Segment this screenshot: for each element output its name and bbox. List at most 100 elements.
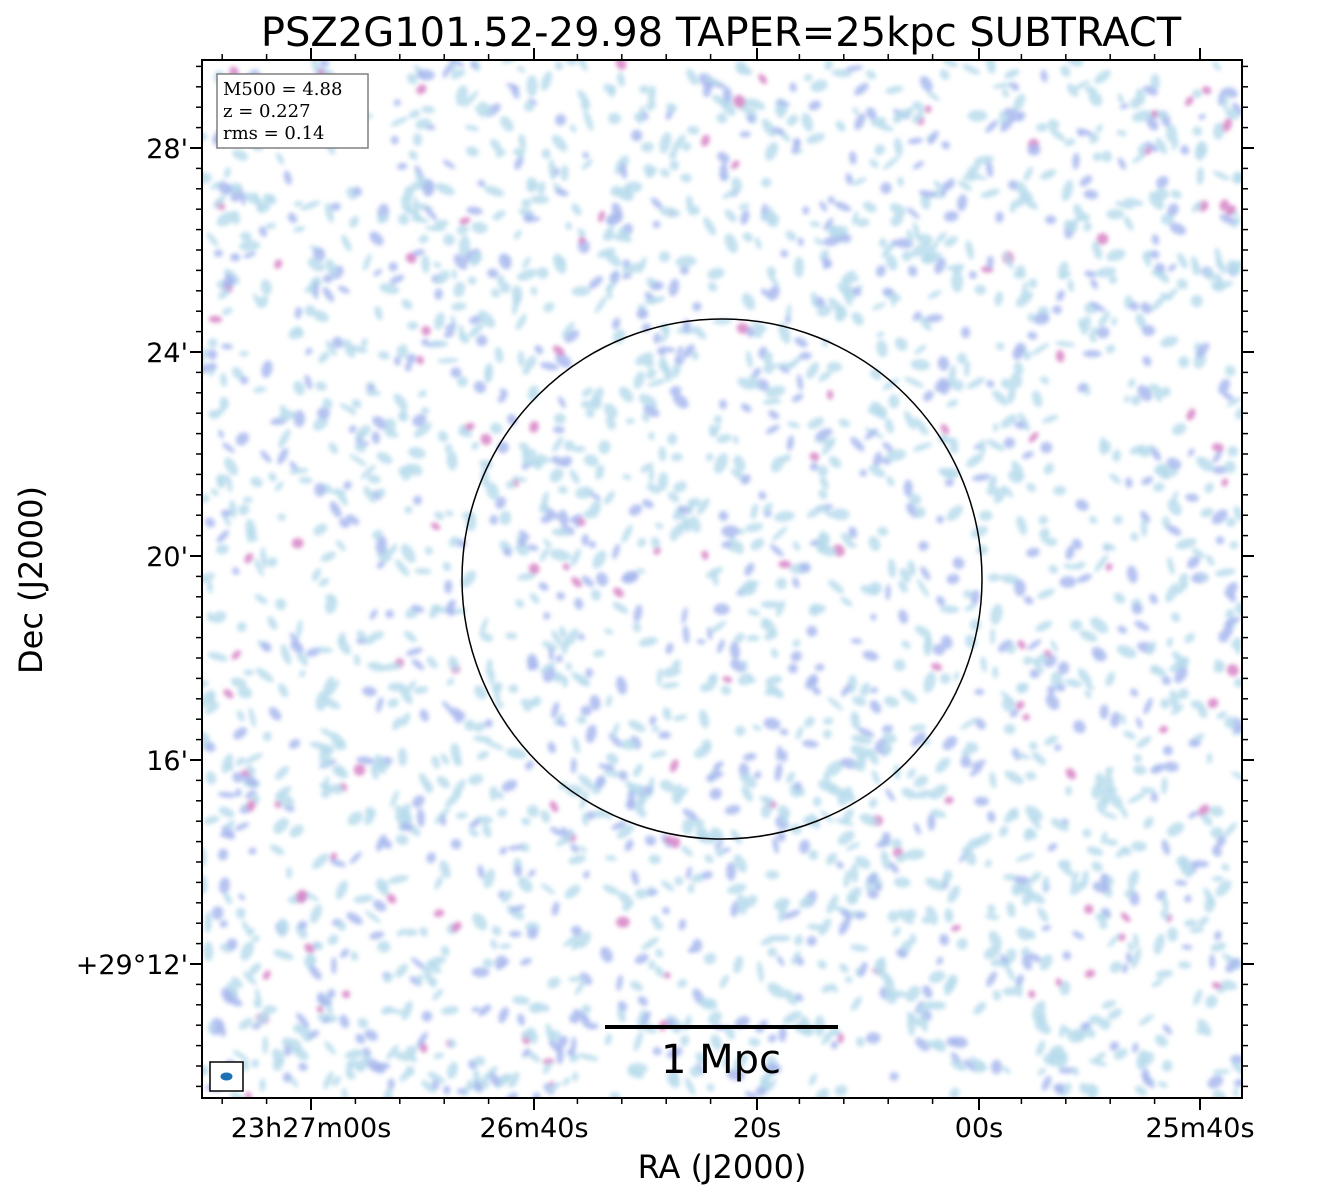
noise-blob [705,453,714,462]
noise-blob [886,476,895,487]
noise-blob [1197,916,1209,927]
noise-blob [928,970,946,984]
noise-blob [926,90,940,102]
noise-blob [973,833,992,847]
noise-blob [371,766,379,780]
noise-blob [570,1036,577,1055]
noise-blob [377,214,390,223]
noise-blob [549,800,559,813]
noise-blob [758,491,767,500]
noise-blob [416,84,427,95]
noise-blob [243,971,257,986]
noise-blob [870,401,887,420]
noise-blob [927,290,942,299]
noise-blob [689,818,705,827]
noise-blob [852,211,859,225]
noise-blob [217,848,229,861]
noise-blob [1090,617,1109,634]
noise-blob [234,788,242,797]
noise-blob [521,817,531,826]
noise-blob [595,464,605,480]
noise-blob [277,683,289,698]
noise-blob [766,266,776,278]
noise-blob [708,1011,722,1026]
noise-blob [703,952,717,965]
noise-blob [1007,643,1017,655]
noise-blob [235,907,246,919]
noise-blob [437,357,459,364]
noise-blob [980,188,1001,198]
noise-blob [237,686,253,699]
noise-blob [555,114,567,126]
noise-blob [854,856,871,869]
noise-blob [332,336,344,349]
noise-blob [1205,995,1218,1008]
noise-blob [841,808,854,824]
noise-blob [1000,117,1014,132]
noise-blob [714,453,728,474]
noise-blob [1192,89,1202,98]
noise-blob [1146,115,1159,131]
noise-blob [1028,278,1038,289]
noise-blob [890,213,904,227]
noise-blob [288,738,301,749]
noise-blob [802,739,819,748]
noise-blob [331,1075,341,1087]
noise-blob [1154,262,1166,273]
noise-blob [221,343,233,350]
noise-blob [733,955,744,974]
noise-blob [1132,1042,1139,1053]
noise-blob [1211,845,1222,857]
noise-blob [219,372,228,387]
noise-blob [1151,979,1164,988]
noise-blob [459,217,471,225]
noise-blob [1140,518,1148,537]
noise-blob [1210,942,1227,952]
noise-blob [995,211,1004,223]
noise-blob [431,755,440,769]
noise-blob [437,430,449,443]
noise-blob [942,870,953,884]
noise-blob [707,281,718,292]
noise-blob [859,813,879,827]
noise-blob [907,137,923,145]
noise-blob [889,203,907,216]
noise-blob [865,1032,881,1044]
noise-blob [570,548,581,567]
noise-blob [892,114,902,124]
noise-blob [215,544,229,555]
noise-blob [311,568,322,582]
noise-blob [543,302,555,313]
noise-blob [1096,326,1110,339]
noise-blob [792,577,800,589]
noise-blob [1175,658,1190,668]
noise-blob [434,288,443,300]
noise-blob [335,880,348,900]
noise-blob [763,717,781,730]
noise-blob [1125,951,1132,964]
noise-blob [304,943,315,954]
noise-blob [1059,980,1071,996]
noise-blob [1150,296,1166,311]
noise-blob [344,1049,364,1060]
noise-blob [920,193,931,210]
noise-blob [416,69,435,81]
noise-blob [808,849,819,861]
noise-blob [1035,620,1053,632]
noise-blob [236,710,245,722]
noise-blob [1223,622,1234,636]
noise-blob [562,933,581,948]
noise-blob [1077,130,1084,137]
noise-blob [1162,745,1173,756]
noise-blob [467,276,477,285]
noise-blob [843,869,852,888]
noise-blob [345,1062,354,1077]
noise-blob [329,783,344,795]
noise-blob [850,638,863,644]
noise-blob [1101,150,1113,163]
noise-blob [1141,445,1154,458]
noise-blob [949,1087,960,1098]
noise-blob [222,276,236,289]
noise-blob [794,256,804,278]
noise-blob [508,684,519,694]
